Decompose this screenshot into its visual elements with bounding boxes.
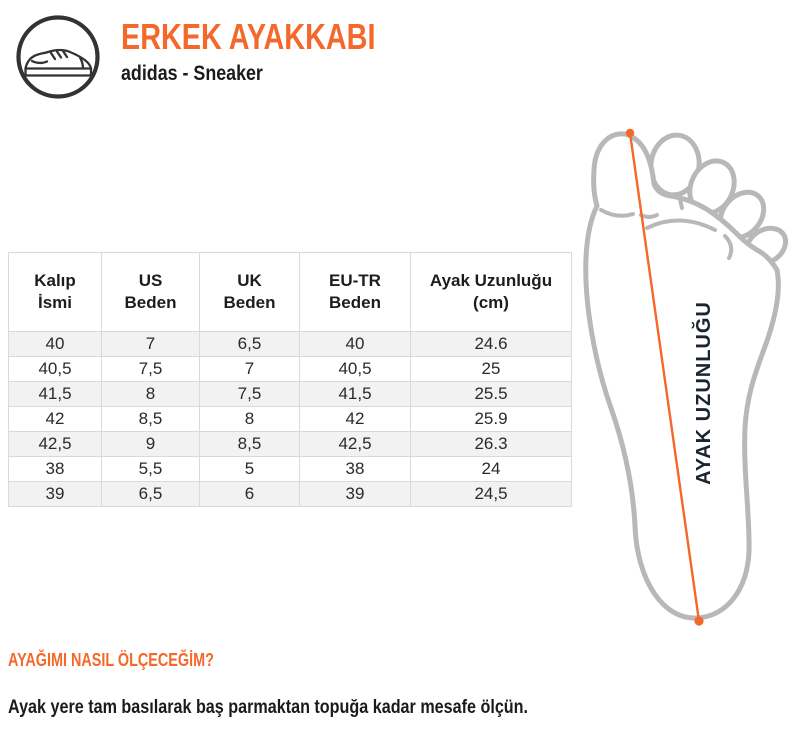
size-cell: 24.6 (410, 331, 572, 357)
size-cell: 42 (299, 406, 411, 432)
size-cell: 8,5 (199, 431, 300, 457)
size-cell: 40 (299, 331, 411, 357)
toe-crease (677, 193, 684, 210)
size-cell: 42,5 (8, 431, 102, 457)
size-cell: 42,5 (299, 431, 411, 457)
measurement-line-icon (625, 128, 704, 626)
table-row: 39 6,5 6 39 24,5 (8, 481, 572, 507)
table-row: 42,5 9 8,5 42,5 26.3 (8, 431, 572, 457)
size-cell: 6,5 (199, 331, 300, 357)
column-header: UK Beden (199, 252, 300, 332)
table-row: 40 7 6,5 40 24.6 (8, 331, 572, 357)
howto-text: Ayak yere tam basılarak baş parmaktan to… (8, 697, 529, 718)
size-cell: 38 (299, 456, 411, 482)
column-header: US Beden (101, 252, 200, 332)
table-row: 41,5 8 7,5 41,5 25.5 (8, 381, 572, 407)
howto-heading: AYAĞIMI NASIL ÖLÇECEĞİM? (8, 650, 214, 670)
size-cell: 9 (101, 431, 200, 457)
page-header: ERKEK AYAKKABI adidas - Sneaker (0, 0, 600, 110)
size-table: Kalıp İsmi US Beden UK Beden EU-TR Beden Aya… (8, 252, 572, 507)
size-cell: 39 (299, 481, 411, 507)
size-cell: 7,5 (199, 381, 300, 407)
size-cell: 40 (8, 331, 102, 357)
column-header: EU-TR Beden (299, 252, 411, 332)
size-cell: 7 (101, 331, 200, 357)
size-cell: 38 (8, 456, 102, 482)
size-cell: 24,5 (410, 481, 572, 507)
size-cell: 41,5 (8, 381, 102, 407)
table-row: 40,5 7,5 7 40,5 25 (8, 356, 572, 382)
table-row: 42 8,5 8 42 25.9 (8, 406, 572, 432)
size-cell: 25 (410, 356, 572, 382)
foot-diagram: AYAK UZUNLUĞU (583, 128, 789, 626)
page-title: ERKEK AYAKKABI (121, 16, 376, 57)
size-cell: 41,5 (299, 381, 411, 407)
size-cell: 6,5 (101, 481, 200, 507)
pinky-crease (723, 234, 734, 260)
size-cell: 7 (199, 356, 300, 382)
size-cell: 25.9 (410, 406, 572, 432)
toe-crease (639, 213, 659, 219)
table-row: 38 5,5 5 38 24 (8, 456, 572, 482)
foot-length-label: AYAK UZUNLUĞU (691, 301, 715, 485)
size-cell: 26.3 (410, 431, 572, 457)
size-cell: 24 (410, 456, 572, 482)
column-header: Ayak Uzunluğu (cm) (410, 252, 572, 332)
size-cell: 8,5 (101, 406, 200, 432)
size-cell: 42 (8, 406, 102, 432)
page-subtitle: adidas - Sneaker (121, 62, 263, 85)
table-header-row: Kalıp İsmi US Beden UK Beden EU-TR Beden Aya… (8, 252, 572, 332)
size-cell: 6 (199, 481, 300, 507)
size-cell: 8 (199, 406, 300, 432)
size-cell: 39 (8, 481, 102, 507)
ball-crease (645, 218, 717, 232)
size-cell: 40,5 (8, 356, 102, 382)
sneaker-icon (16, 15, 100, 99)
size-cell: 5,5 (101, 456, 200, 482)
size-cell: 7,5 (101, 356, 200, 382)
size-cell: 8 (101, 381, 200, 407)
size-cell: 25.5 (410, 381, 572, 407)
toe-crease (599, 208, 635, 218)
size-cell: 5 (199, 456, 300, 482)
size-cell: 40,5 (299, 356, 411, 382)
column-header: Kalıp İsmi (8, 252, 102, 332)
